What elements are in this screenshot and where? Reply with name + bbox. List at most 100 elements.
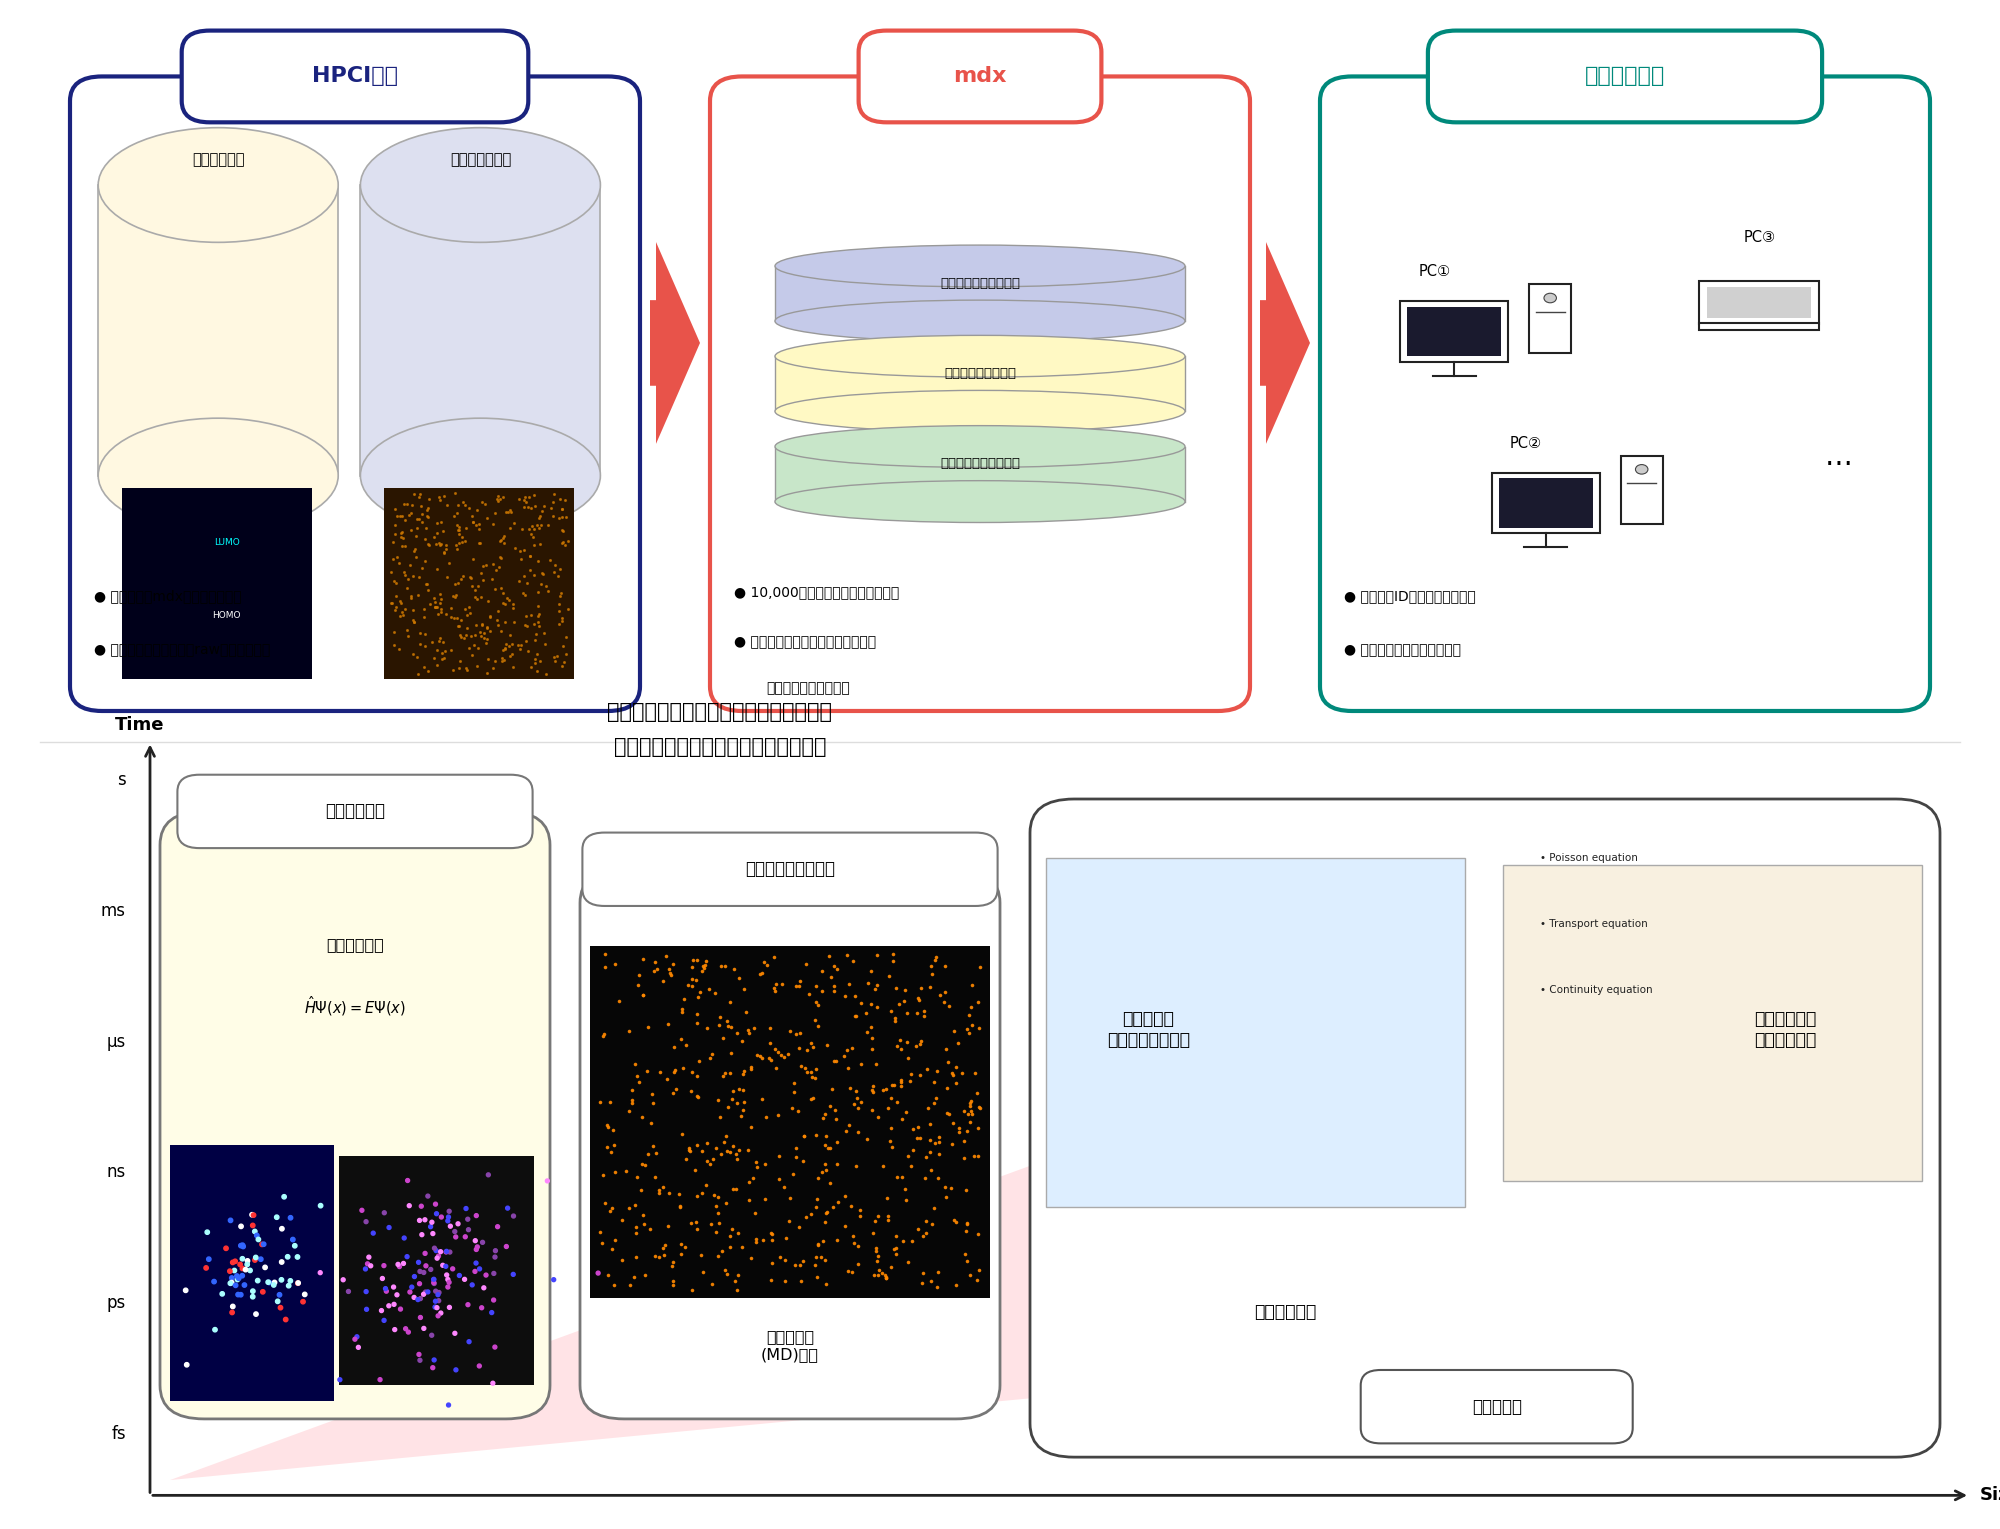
- Point: [518, 517, 550, 541]
- Point: [846, 1052, 878, 1076]
- Point: [704, 1211, 736, 1235]
- Point: [372, 1294, 404, 1318]
- Point: [610, 1159, 642, 1183]
- Point: [532, 1168, 564, 1193]
- Point: [288, 1283, 320, 1307]
- Point: [740, 1226, 772, 1251]
- Point: [442, 570, 474, 595]
- Point: [468, 621, 500, 645]
- Point: [352, 1252, 384, 1277]
- Point: [700, 1136, 732, 1161]
- Point: [410, 572, 442, 596]
- Point: [242, 1228, 274, 1252]
- Point: [486, 592, 518, 616]
- Point: [756, 1220, 788, 1245]
- Point: [882, 992, 914, 1017]
- Point: [924, 1142, 956, 1167]
- Point: [616, 1089, 648, 1113]
- Point: [818, 1098, 850, 1122]
- Point: [652, 1067, 684, 1092]
- Point: [838, 1003, 870, 1027]
- Point: [644, 1245, 676, 1269]
- Point: [728, 977, 760, 1001]
- Text: μs: μs: [106, 1032, 126, 1050]
- Point: [854, 959, 886, 983]
- Point: [876, 1073, 908, 1098]
- Point: [682, 1063, 714, 1087]
- Point: [616, 1090, 648, 1115]
- Point: [508, 488, 540, 512]
- Point: [732, 1188, 764, 1212]
- Point: [548, 633, 580, 657]
- Point: [674, 1136, 706, 1161]
- Point: [856, 1098, 888, 1122]
- Point: [422, 653, 454, 677]
- Point: [494, 515, 526, 540]
- Point: [880, 1235, 912, 1260]
- Point: [478, 648, 510, 673]
- Point: [722, 1263, 754, 1287]
- Text: s: s: [118, 771, 126, 789]
- Point: [878, 1237, 910, 1261]
- Point: [920, 1086, 952, 1110]
- Point: [266, 1217, 298, 1242]
- Point: [450, 656, 482, 680]
- Point: [486, 546, 518, 570]
- Point: [426, 509, 458, 534]
- Point: [442, 613, 474, 638]
- Point: [376, 590, 408, 615]
- Ellipse shape: [776, 335, 1184, 378]
- Point: [432, 1393, 464, 1417]
- Text: HOMO: HOMO: [212, 610, 240, 619]
- Point: [764, 1245, 796, 1269]
- Point: [552, 529, 584, 553]
- Point: [814, 1171, 846, 1196]
- Point: [548, 488, 580, 512]
- Point: [476, 567, 508, 592]
- Point: [690, 1130, 722, 1154]
- Point: [242, 1269, 274, 1294]
- Point: [222, 1268, 254, 1292]
- Point: [710, 1124, 742, 1148]
- Point: [820, 1049, 852, 1073]
- Point: [960, 1061, 992, 1086]
- Point: [808, 1151, 840, 1176]
- Point: [324, 1367, 356, 1391]
- Point: [842, 1252, 874, 1277]
- Point: [396, 584, 428, 609]
- Point: [702, 1185, 734, 1209]
- Point: [448, 1268, 480, 1292]
- Point: [380, 546, 412, 570]
- Point: [620, 1165, 652, 1190]
- Point: [522, 642, 554, 667]
- Point: [394, 503, 426, 528]
- Bar: [1700, 281, 1820, 324]
- Point: [542, 644, 574, 668]
- Point: [748, 950, 780, 974]
- Point: [420, 1238, 452, 1263]
- Point: [800, 1194, 832, 1219]
- Point: [782, 1099, 814, 1124]
- Point: [834, 1194, 866, 1219]
- Point: [230, 1257, 262, 1281]
- Point: [736, 1167, 768, 1191]
- Ellipse shape: [98, 127, 338, 242]
- Point: [758, 976, 790, 1000]
- Point: [548, 529, 580, 553]
- Point: [818, 1049, 850, 1073]
- Point: [438, 1219, 470, 1243]
- Point: [918, 1196, 950, 1220]
- Point: [522, 593, 554, 618]
- Point: [522, 610, 554, 635]
- Point: [886, 1067, 918, 1092]
- Point: [378, 497, 410, 521]
- Point: [528, 494, 560, 518]
- Point: [910, 1167, 942, 1191]
- Point: [620, 1052, 652, 1076]
- Point: [790, 1060, 822, 1084]
- Point: [390, 618, 422, 642]
- Point: [664, 1196, 696, 1220]
- Point: [498, 511, 530, 535]
- Point: [756, 1268, 788, 1292]
- Point: [552, 596, 584, 621]
